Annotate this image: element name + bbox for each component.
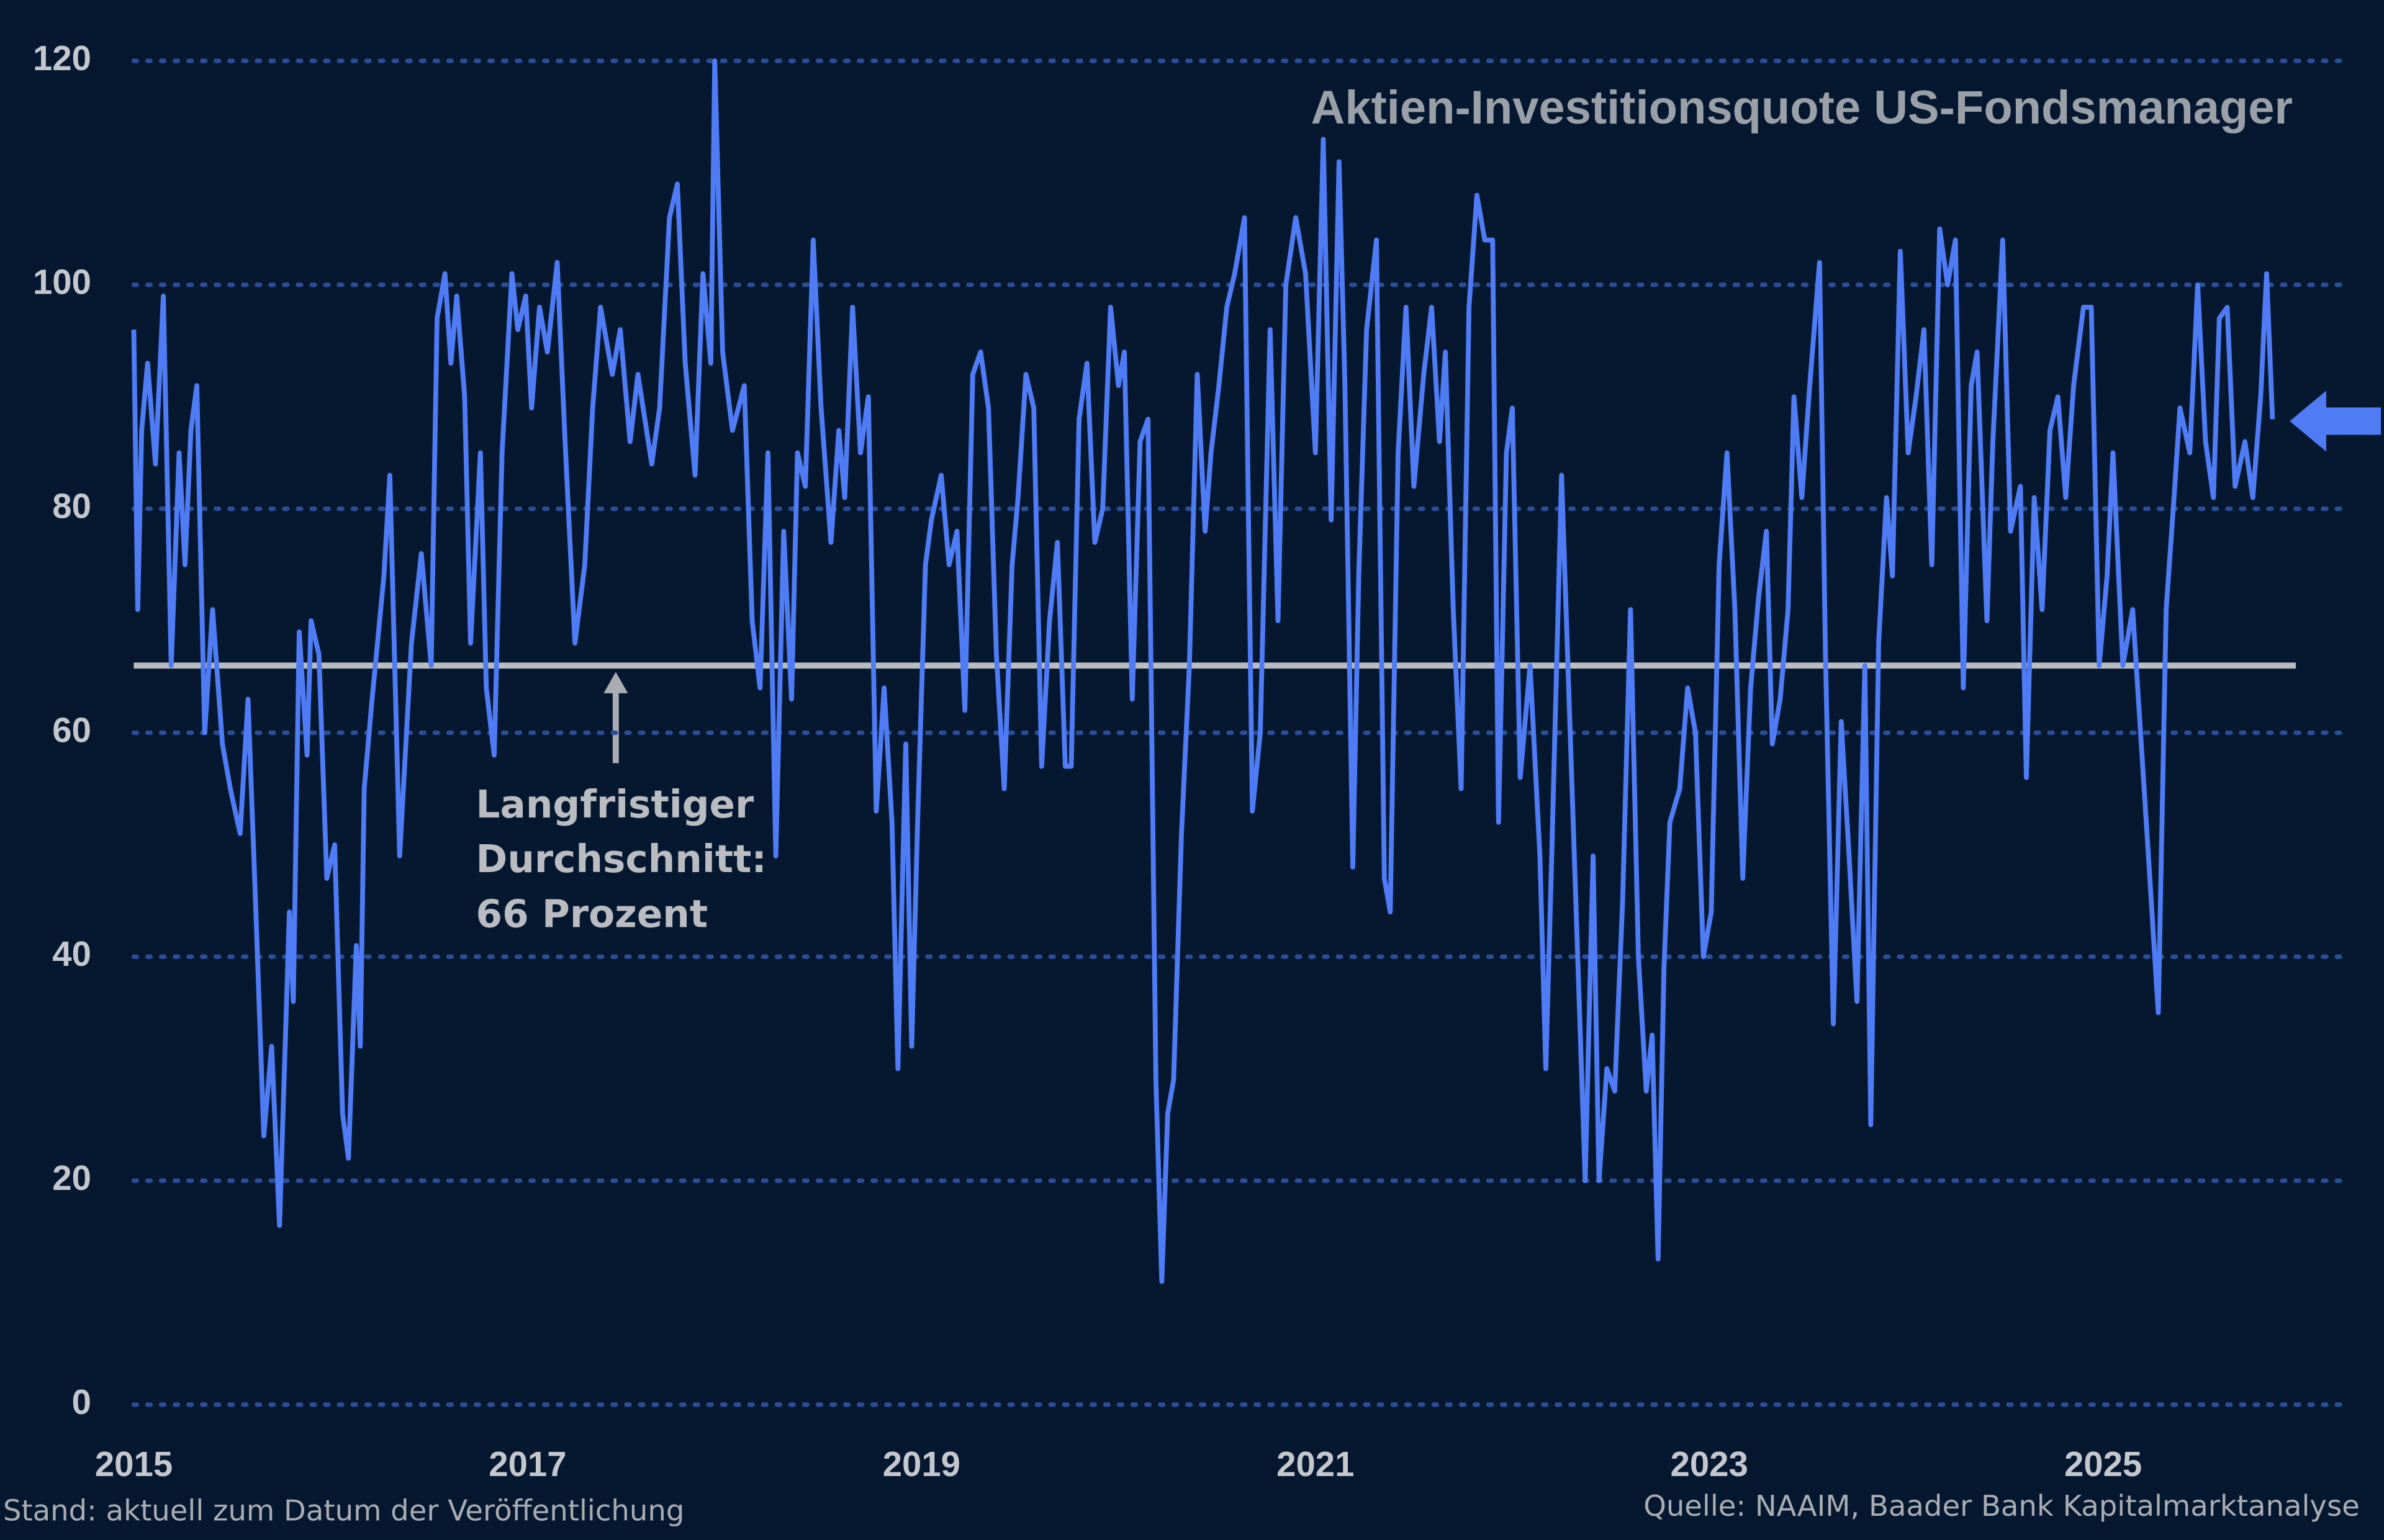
x-tick-label: 2019 xyxy=(883,1444,960,1484)
current-pointer xyxy=(2290,390,2382,452)
y-tick-label: 0 xyxy=(72,1382,91,1421)
footer-left: Stand: aktuell zum Datum der Veröffentli… xyxy=(3,1493,685,1527)
annotation-text: 66 Prozent xyxy=(476,892,708,936)
annotation-arrowhead xyxy=(603,672,628,693)
annotation-text: Langfristiger xyxy=(476,783,755,827)
y-tick-label: 100 xyxy=(33,263,91,302)
y-tick-label: 20 xyxy=(52,1158,91,1197)
y-tick-label: 60 xyxy=(52,710,91,749)
footer-right: Quelle: NAAIM, Baader Bank Kapitalmarkta… xyxy=(1643,1489,2360,1523)
x-tick-label: 2015 xyxy=(95,1444,173,1484)
y-tick-label: 80 xyxy=(52,487,91,526)
x-tick-label: 2025 xyxy=(2064,1444,2142,1484)
chart-title: Aktien-Investitionsquote US-Fondsmanager xyxy=(1311,81,2293,134)
y-tick-label: 40 xyxy=(52,934,91,973)
x-tick-label: 2021 xyxy=(1276,1444,1354,1484)
data-line xyxy=(131,58,2275,1284)
annotation-text: Durchschnitt: xyxy=(476,837,767,881)
x-tick-label: 2017 xyxy=(489,1444,566,1484)
y-tick-label: 120 xyxy=(33,38,91,78)
x-tick-label: 2023 xyxy=(1671,1444,1748,1484)
